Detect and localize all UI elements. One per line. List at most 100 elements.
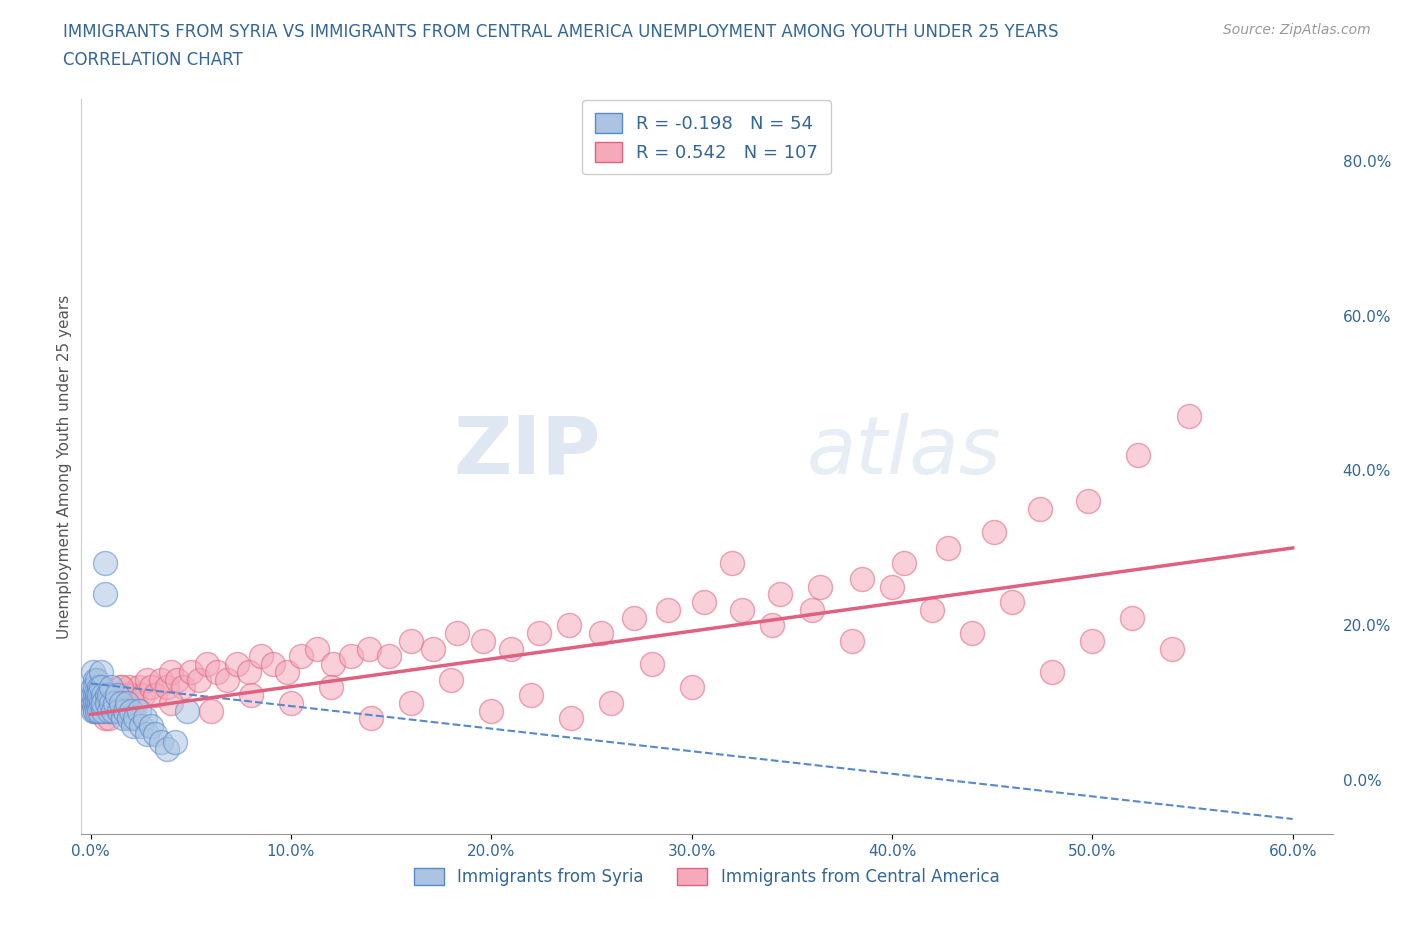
Point bbox=[657, 603, 679, 618]
Point bbox=[143, 687, 166, 702]
Point bbox=[205, 664, 228, 679]
Point bbox=[1029, 502, 1052, 517]
Point bbox=[117, 680, 139, 695]
Point bbox=[983, 525, 1005, 539]
Point bbox=[591, 626, 613, 641]
Point bbox=[83, 703, 105, 718]
Point bbox=[176, 703, 198, 718]
Point bbox=[91, 687, 114, 702]
Point bbox=[305, 641, 328, 656]
Point bbox=[103, 703, 125, 718]
Point bbox=[880, 579, 903, 594]
Point bbox=[107, 696, 129, 711]
Point bbox=[1077, 494, 1099, 509]
Point bbox=[91, 696, 114, 711]
Point bbox=[1128, 447, 1150, 462]
Point bbox=[322, 657, 344, 671]
Text: Source: ZipAtlas.com: Source: ZipAtlas.com bbox=[1223, 23, 1371, 37]
Point bbox=[135, 726, 157, 741]
Point bbox=[90, 664, 112, 679]
Point bbox=[86, 687, 108, 702]
Point bbox=[82, 687, 104, 702]
Point bbox=[111, 711, 134, 725]
Point bbox=[100, 696, 122, 711]
Point bbox=[103, 703, 125, 718]
Point bbox=[90, 680, 112, 695]
Point bbox=[936, 540, 959, 555]
Point bbox=[90, 696, 112, 711]
Point bbox=[105, 687, 128, 702]
Point bbox=[558, 618, 581, 632]
Point bbox=[83, 703, 105, 718]
Point bbox=[114, 703, 136, 718]
Point bbox=[105, 687, 128, 702]
Point bbox=[114, 687, 136, 702]
Point bbox=[422, 641, 444, 656]
Point bbox=[128, 680, 150, 695]
Point bbox=[90, 696, 112, 711]
Point bbox=[357, 641, 380, 656]
Point bbox=[851, 571, 873, 586]
Point bbox=[121, 719, 143, 734]
Point bbox=[156, 680, 179, 695]
Point bbox=[960, 626, 983, 641]
Point bbox=[83, 687, 105, 702]
Point bbox=[120, 703, 142, 718]
Point bbox=[472, 633, 495, 648]
Point bbox=[529, 626, 551, 641]
Point bbox=[97, 696, 120, 711]
Point bbox=[87, 687, 110, 702]
Point bbox=[166, 672, 188, 687]
Point bbox=[83, 672, 105, 687]
Point bbox=[1121, 610, 1143, 625]
Point bbox=[769, 587, 792, 602]
Point bbox=[128, 703, 150, 718]
Point bbox=[399, 696, 422, 711]
Point bbox=[143, 726, 166, 741]
Point bbox=[87, 680, 110, 695]
Point bbox=[93, 556, 115, 571]
Point bbox=[93, 696, 115, 711]
Point bbox=[100, 687, 122, 702]
Point bbox=[93, 587, 115, 602]
Point bbox=[276, 664, 298, 679]
Point bbox=[149, 672, 172, 687]
Point bbox=[111, 703, 134, 718]
Point bbox=[110, 680, 132, 695]
Point bbox=[129, 719, 152, 734]
Point bbox=[692, 594, 714, 609]
Point bbox=[195, 657, 218, 671]
Point bbox=[1040, 664, 1063, 679]
Point bbox=[893, 556, 915, 571]
Point bbox=[86, 680, 108, 695]
Point bbox=[134, 711, 156, 725]
Point bbox=[623, 610, 645, 625]
Point bbox=[800, 603, 823, 618]
Point bbox=[159, 696, 181, 711]
Point bbox=[96, 703, 118, 718]
Point bbox=[172, 680, 194, 695]
Point bbox=[100, 680, 122, 695]
Point bbox=[560, 711, 582, 725]
Point bbox=[520, 687, 543, 702]
Point bbox=[82, 696, 104, 711]
Point bbox=[238, 664, 260, 679]
Point bbox=[180, 664, 202, 679]
Point bbox=[97, 687, 120, 702]
Point bbox=[340, 649, 363, 664]
Point bbox=[87, 696, 110, 711]
Point bbox=[107, 703, 129, 718]
Point bbox=[115, 696, 138, 711]
Text: ZIP: ZIP bbox=[453, 413, 600, 491]
Point bbox=[82, 680, 104, 695]
Point bbox=[1161, 641, 1184, 656]
Point bbox=[87, 703, 110, 718]
Point bbox=[83, 680, 105, 695]
Point bbox=[120, 711, 142, 725]
Point bbox=[82, 703, 104, 718]
Point bbox=[156, 742, 179, 757]
Point bbox=[250, 649, 273, 664]
Point bbox=[96, 696, 118, 711]
Point bbox=[110, 696, 132, 711]
Point bbox=[93, 711, 115, 725]
